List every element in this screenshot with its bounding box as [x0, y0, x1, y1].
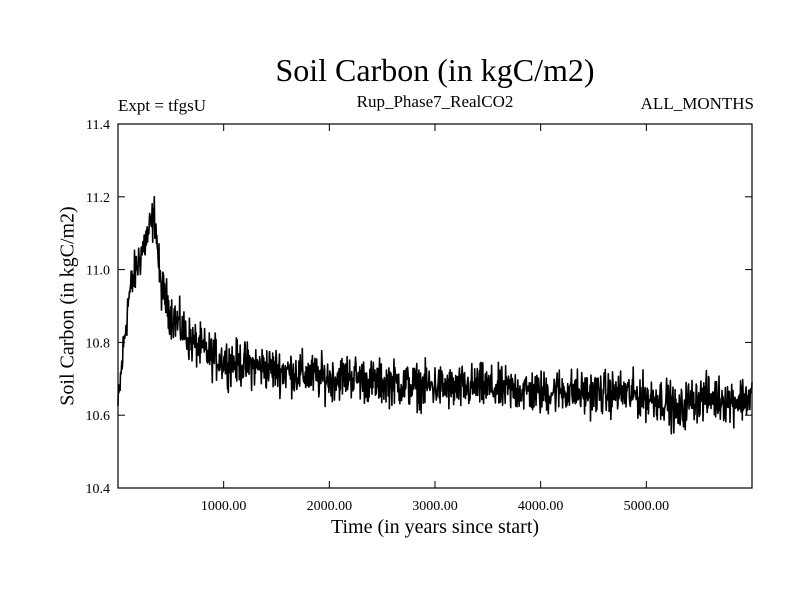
experiment-label: Expt = tfgsU	[118, 96, 206, 115]
y-tick-label: 11.2	[86, 191, 110, 206]
chart-subtitle: Rup_Phase7_RealCO2	[356, 92, 514, 111]
y-tick-label: 11.0	[86, 264, 110, 279]
x-tick-label: 1000.00	[201, 499, 247, 514]
y-tick-label: 11.4	[86, 118, 110, 133]
y-tick-label: 10.8	[86, 336, 111, 351]
plot-frame	[117, 123, 753, 489]
x-tick-label: 3000.00	[412, 499, 458, 514]
y-axis-ticks: 10.4 10.6 10.8 11.0 11.2 11.4	[86, 118, 752, 497]
x-axis-ticks: 1000.00 2000.00 3000.00 4000.00 5000.00	[201, 124, 669, 514]
y-tick-label: 10.4	[86, 482, 111, 497]
y-tick-label: 10.6	[86, 409, 111, 424]
x-tick-label: 2000.00	[307, 499, 353, 514]
chart-title: Soil Carbon (in kgC/m2)	[275, 52, 595, 88]
x-tick-label: 5000.00	[624, 499, 670, 514]
series-line-soil-carbon	[117, 195, 753, 435]
x-tick-label: 4000.00	[518, 499, 564, 514]
x-axis-title: Time (in years since start)	[330, 516, 540, 538]
months-label: ALL_MONTHS	[640, 94, 754, 113]
